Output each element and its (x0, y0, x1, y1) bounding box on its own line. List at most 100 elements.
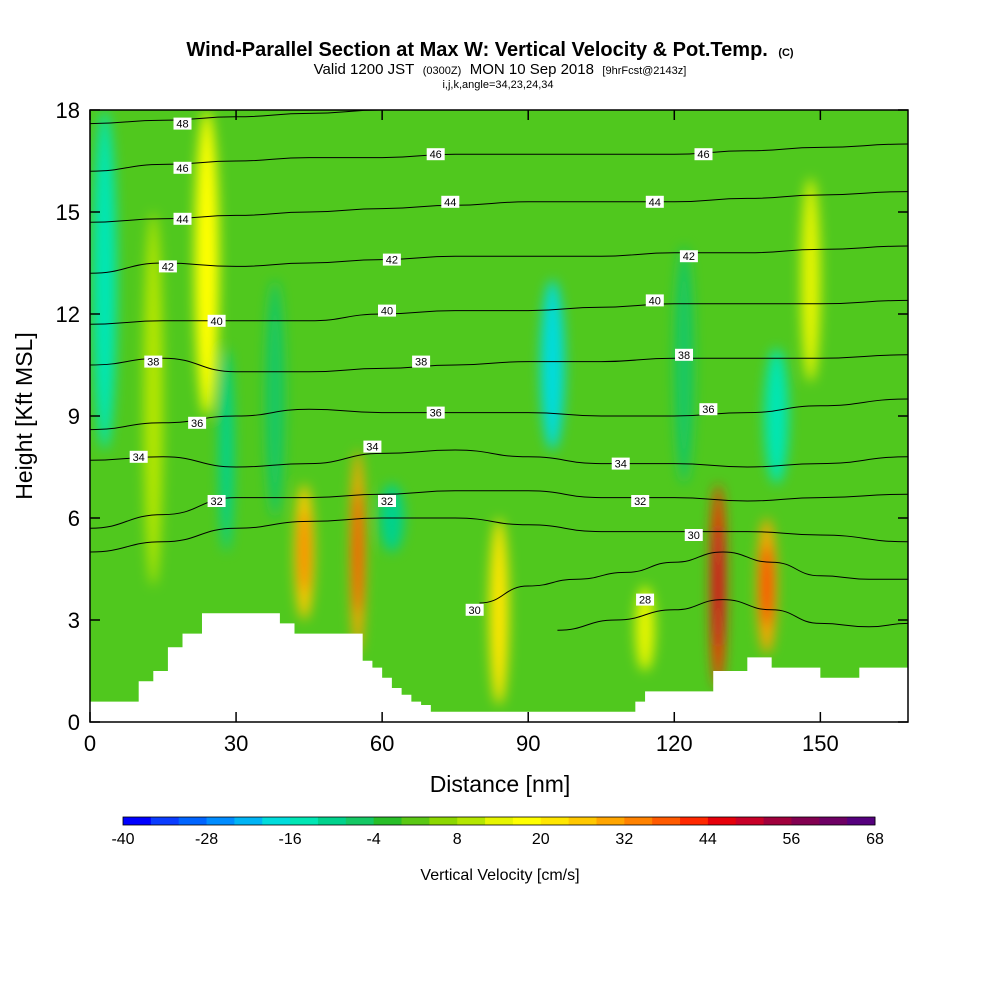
colorbar-swatch (123, 817, 152, 825)
isentrope-label-11: 40 (378, 304, 397, 318)
isentrope-label-text: 44 (649, 197, 661, 209)
isentrope-label-26: 30 (684, 529, 703, 542)
x-tick-label: 90 (516, 731, 540, 756)
velocity-band-0 (92, 110, 117, 450)
colorbar-swatch (596, 817, 625, 825)
colorbar-swatch (568, 817, 597, 825)
colorbar-swatch (624, 817, 653, 825)
velocity-core-5 (298, 511, 310, 593)
colorbar-tick-labels: -40 -28 -16 -4 8 20 32 44 56 68 (111, 831, 884, 848)
colorbar-swatch (373, 817, 403, 825)
velocity-band-8 (489, 518, 509, 705)
colorbar-tick-label: -28 (195, 831, 218, 848)
isentrope-label-text: 34 (133, 452, 145, 464)
colorbar-swatch (317, 817, 347, 825)
colorbar (122, 816, 876, 826)
x-axis-title: Distance [nm] (430, 771, 571, 797)
isentrope-label-text: 42 (683, 251, 695, 263)
isentrope-label-text: 28 (639, 595, 651, 607)
velocity-band-10 (635, 586, 655, 671)
chart-title: Wind-Parallel Section at Max W: Vertical… (186, 39, 794, 61)
isentrope-label-text: 36 (430, 408, 442, 420)
isentrope-label-15: 38 (675, 348, 694, 362)
colorbar-frame (122, 816, 876, 826)
isentrope-lines (90, 110, 908, 631)
subtitle-prefix: Valid 1200 JST (314, 61, 415, 78)
isentrope-label-box (382, 253, 401, 266)
isentrope-label-3: 46 (694, 148, 713, 161)
colorbar-tick-label: 20 (532, 831, 550, 848)
colorbar-swatch (457, 817, 486, 825)
isentrope-label-text: 36 (191, 418, 203, 430)
isentrope-label-10: 40 (207, 314, 226, 328)
colorbar-swatch (735, 817, 765, 825)
x-tick-label: 0 (84, 731, 96, 756)
colorbar-tick-label: 32 (615, 831, 633, 848)
subtitle-forecast: [9hrFcst@2143z] (602, 65, 686, 77)
isentrope-label-text: 32 (210, 496, 222, 508)
isentrope-40 (90, 299, 908, 325)
isentrope-label-box (426, 148, 445, 161)
isentrope-label-box (363, 440, 382, 453)
isentrope-label-text: 44 (176, 214, 188, 226)
isentrope-29 (479, 551, 908, 604)
isentrope-label-13: 38 (144, 355, 163, 369)
isentrope-label-text: 46 (176, 163, 188, 175)
velocity-core-6 (353, 490, 362, 614)
colorbar-swatch (680, 817, 709, 825)
isentrope-label-27: 28 (636, 593, 655, 607)
isentrope-label-box (441, 195, 460, 208)
isentrope-label-text: 46 (430, 149, 442, 161)
isentrope-label-text: 30 (688, 530, 700, 542)
colorbar-tick-label: -16 (279, 831, 302, 848)
isentrope-label-text: 34 (615, 459, 627, 471)
colorbar-tick-label: -40 (111, 831, 134, 848)
isentrope-label-12: 40 (645, 294, 664, 307)
colorbar-swatch (791, 817, 820, 825)
colorbar-title: Vertical Velocity [cm/s] (420, 867, 579, 884)
isentrope-label-text: 40 (210, 316, 222, 328)
velocity-core-13 (761, 545, 773, 627)
isentrope-label-23: 32 (378, 495, 397, 508)
isentrope-label-14: 38 (412, 355, 431, 369)
isentrope-label-text: 32 (634, 496, 646, 508)
isentrope-label-box (158, 260, 177, 273)
isentrope-label-text: 32 (381, 496, 393, 508)
isentrope-label-box (207, 314, 226, 327)
isentrope-label-20: 34 (363, 440, 382, 454)
isentrope-label-box (378, 495, 397, 507)
isentrope-label-text: 38 (147, 357, 159, 369)
colorbar-swatch (847, 817, 876, 825)
velocity-band-4 (265, 280, 285, 518)
isentrope-label-text: 46 (697, 149, 709, 161)
isentrope-label-0: 48 (173, 117, 192, 131)
isentrope-label-text: 44 (444, 197, 456, 209)
y-tick-label: 0 (68, 710, 80, 735)
y-tick-label: 9 (68, 404, 80, 429)
velocity-band-15 (800, 178, 821, 382)
subtitle-date: MON 10 Sep 2018 (470, 61, 594, 78)
isentrope-label-4: 44 (173, 212, 192, 226)
isentrope-label-box (188, 416, 207, 429)
y-tick-label: 12 (56, 302, 80, 327)
terrain-mask (90, 613, 908, 722)
y-tick-label: 6 (68, 506, 80, 531)
plot-area: 48 46 46 46 44 44 44 42 42 42 40 40 40 38 38 38 36 36 36 34… (90, 110, 908, 722)
isentrope-label-16: 36 (188, 416, 207, 430)
y-tick-label: 3 (68, 608, 80, 633)
isentrope-label-box (679, 250, 698, 263)
colorbar-swatch (262, 817, 291, 825)
isentrope-label-19: 34 (129, 450, 148, 464)
isentrope-label-text: 30 (469, 605, 481, 617)
isentrope-label-1: 46 (173, 161, 192, 175)
isentrope-label-8: 42 (382, 253, 401, 267)
isentrope-label-24: 32 (631, 495, 650, 508)
colorbar-swatch (178, 817, 208, 825)
x-tick-label: 30 (224, 731, 248, 756)
isentrope-30 (90, 517, 908, 553)
subtitle-utc: (0300Z) (423, 65, 462, 77)
velocity-band-11 (674, 246, 694, 484)
velocity-band-3 (219, 348, 234, 552)
